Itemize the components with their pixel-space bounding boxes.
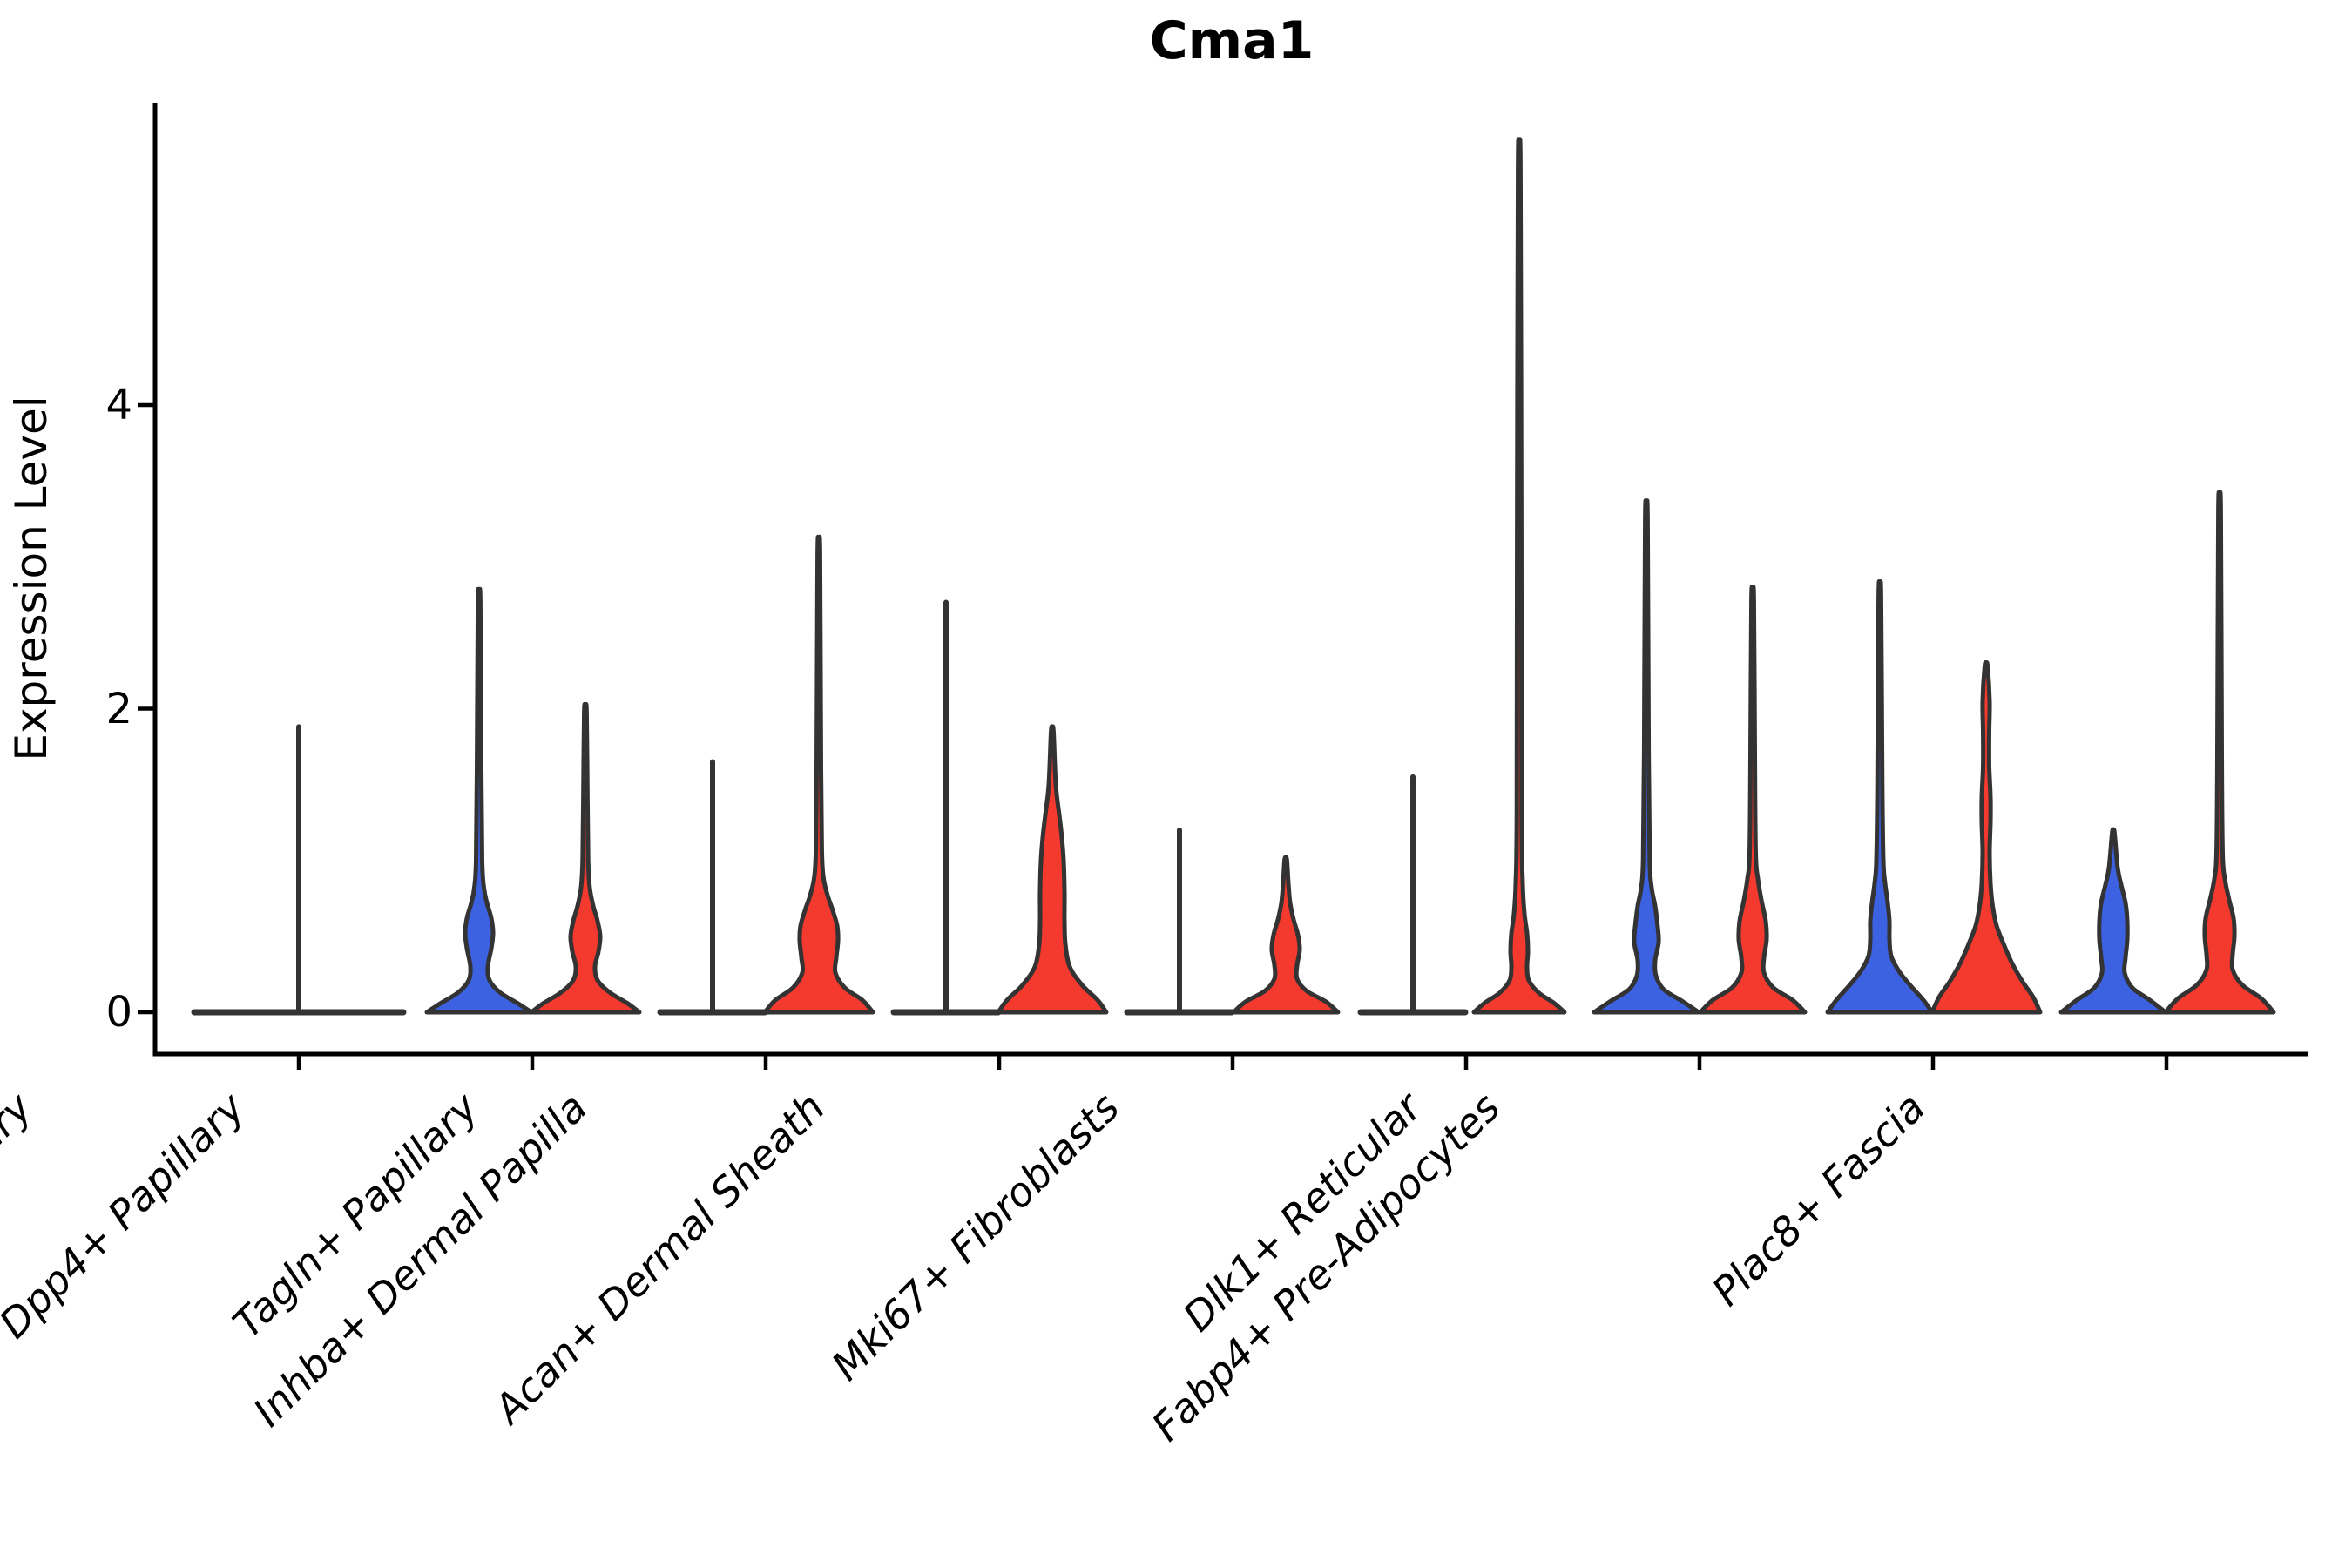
violin-red <box>1930 660 2043 1015</box>
y-tick-label: 2 <box>105 684 132 733</box>
plot-title: Cma1 <box>1149 10 1315 71</box>
violin-red <box>1698 585 1808 1015</box>
violin-blue <box>424 586 534 1015</box>
violin-blue <box>2058 827 2168 1015</box>
violin-red <box>529 701 642 1015</box>
violin-blue <box>1592 498 1701 1015</box>
y-tick-label: 0 <box>105 988 132 1037</box>
violin-blue <box>1825 579 1935 1015</box>
violin-red <box>2163 490 2276 1015</box>
violin-red <box>996 724 1109 1015</box>
violin-red <box>1231 855 1341 1015</box>
violin-red <box>762 535 875 1015</box>
y-tick-label: 4 <box>105 381 132 429</box>
violin-red <box>1471 137 1567 1015</box>
